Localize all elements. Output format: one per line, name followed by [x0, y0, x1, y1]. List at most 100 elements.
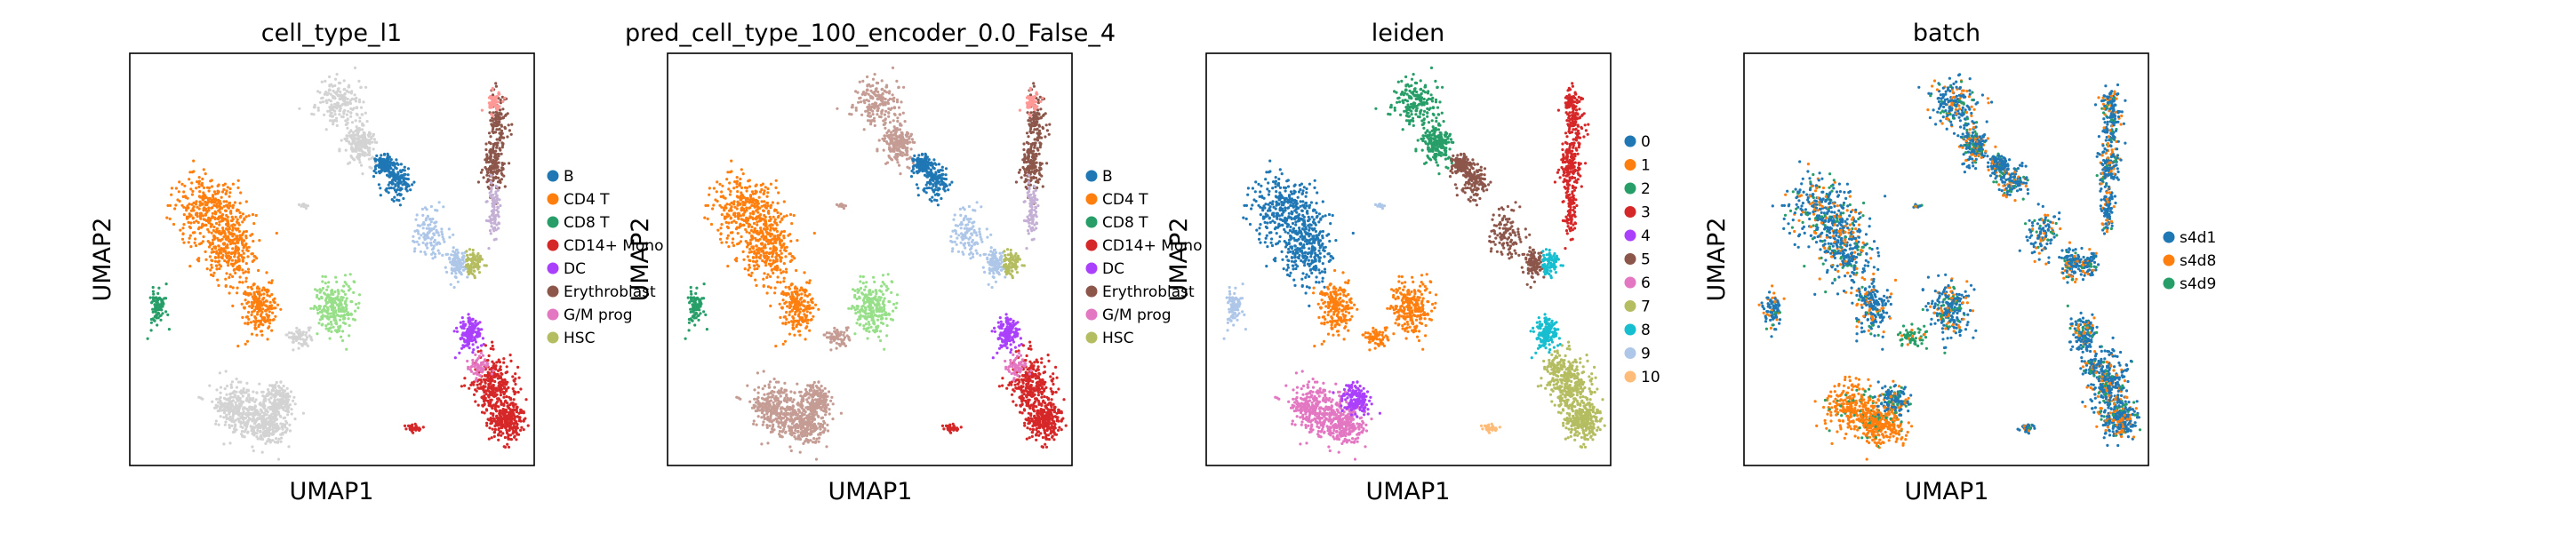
- cell-point: [236, 417, 240, 420]
- cell-point: [217, 204, 220, 208]
- cell-point: [715, 190, 718, 194]
- cell-point: [507, 123, 510, 127]
- cell-point: [757, 195, 761, 199]
- cell-point: [276, 425, 280, 428]
- cell-point: [385, 161, 388, 164]
- cell-point: [762, 277, 765, 281]
- cell-point: [505, 387, 508, 391]
- cell-point: [343, 96, 348, 99]
- cell-point: [263, 432, 267, 435]
- cell-point: [493, 156, 498, 160]
- cell-point: [323, 305, 326, 308]
- cell-point: [329, 320, 332, 324]
- cell-point: [724, 241, 728, 244]
- cell-point: [225, 384, 229, 388]
- cell-point: [316, 108, 320, 112]
- cell-point: [740, 193, 744, 196]
- cell-point: [472, 269, 476, 273]
- cell-point: [228, 442, 232, 445]
- cell-point: [201, 222, 204, 226]
- cell-point: [237, 413, 241, 417]
- cell-point: [470, 318, 474, 322]
- cell-point: [397, 192, 401, 195]
- cell-point: [259, 402, 262, 405]
- cell-point: [228, 275, 231, 279]
- cell-point: [736, 211, 740, 215]
- cell-point: [788, 313, 791, 317]
- cell-point: [279, 398, 283, 402]
- cell-point: [284, 423, 287, 426]
- cell-point: [780, 271, 783, 274]
- cell-point: [302, 340, 306, 344]
- cell-point: [485, 424, 489, 427]
- cell-point: [796, 239, 799, 243]
- cell-point: [231, 247, 235, 251]
- cell-point: [771, 262, 774, 266]
- cell-point: [345, 90, 348, 93]
- cell-point: [729, 189, 732, 193]
- cell-point: [226, 227, 229, 231]
- cell-point: [204, 258, 208, 261]
- cell-point: [489, 180, 492, 184]
- cell-point: [776, 211, 780, 214]
- cell-point: [745, 196, 748, 200]
- cell-point: [497, 438, 500, 442]
- cell-point: [364, 111, 367, 115]
- cell-point: [201, 177, 204, 181]
- cell-point: [468, 253, 472, 257]
- cell-point: [489, 173, 493, 177]
- cell-point: [243, 435, 246, 439]
- cell-point: [260, 310, 264, 314]
- cell-point: [190, 193, 194, 196]
- cell-point: [817, 307, 820, 311]
- cell-point: [236, 345, 240, 348]
- cell-point: [298, 334, 301, 338]
- cell-point: [725, 178, 729, 181]
- cell-point: [316, 332, 319, 336]
- cell-point: [212, 250, 216, 254]
- cell-point: [792, 327, 796, 330]
- cell-point: [508, 434, 513, 437]
- cell-point: [183, 184, 187, 187]
- cell-point: [257, 290, 260, 293]
- cell-point: [281, 425, 284, 428]
- cell-point: [764, 186, 767, 189]
- cell-point: [782, 242, 786, 246]
- cell-point: [508, 395, 511, 399]
- cell-point: [211, 211, 214, 215]
- cell-point: [748, 185, 752, 188]
- cell-point: [430, 252, 434, 256]
- cell-point: [233, 262, 236, 266]
- cell-point: [235, 235, 238, 238]
- cell-point: [230, 380, 235, 384]
- cell-point: [365, 120, 369, 123]
- cell-point: [228, 415, 232, 418]
- cell-point: [276, 407, 279, 410]
- cell-point: [350, 300, 354, 304]
- cell-point: [758, 257, 762, 260]
- cell-point: [188, 265, 192, 268]
- legend-label: CD8 T: [564, 214, 610, 232]
- cell-point: [236, 380, 241, 384]
- cell-point: [807, 281, 812, 285]
- cell-point: [247, 214, 251, 218]
- cell-point: [293, 418, 297, 421]
- cell-point: [497, 388, 500, 392]
- cell-point: [228, 227, 231, 231]
- cell-point: [689, 285, 692, 290]
- cell-point: [308, 329, 311, 332]
- cell-point: [515, 410, 518, 414]
- cell-point: [492, 362, 496, 365]
- cell-point: [204, 212, 207, 216]
- cell-point: [764, 206, 769, 210]
- cell-point: [346, 97, 349, 101]
- cell-point: [260, 333, 264, 337]
- cell-point: [500, 152, 503, 155]
- cell-point: [256, 313, 260, 316]
- cell-point: [209, 222, 212, 226]
- cell-point: [268, 398, 271, 402]
- cell-point: [480, 108, 484, 112]
- cell-point: [345, 297, 348, 300]
- cell-point: [185, 209, 188, 212]
- cell-point: [494, 190, 498, 194]
